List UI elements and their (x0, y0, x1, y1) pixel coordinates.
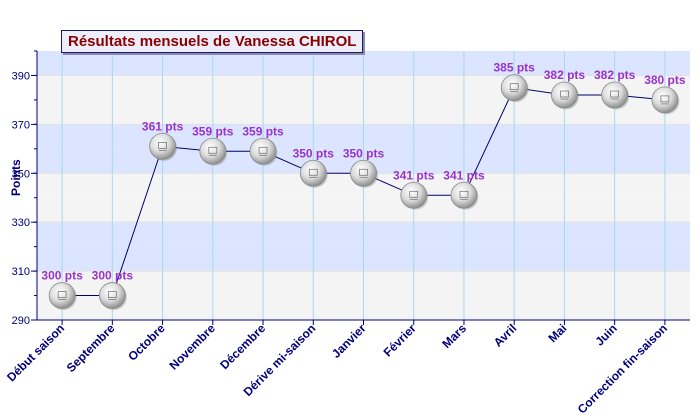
data-label: 350 pts (343, 146, 385, 160)
data-labels: 300 pts 300 pts 361 pts 359 pts 359 pts 350 p… (41, 61, 685, 283)
ball-logo (107, 291, 117, 298)
x-tick-label: Mars (439, 321, 469, 351)
y-tick-label: 390 (12, 70, 30, 82)
ping-pong-ball-icon (249, 137, 278, 166)
ball-logo (308, 168, 318, 176)
data-label: 380 pts (644, 73, 686, 87)
data-point (450, 181, 478, 209)
x-tick-label: Décembre (217, 321, 268, 372)
ping-pong-ball-icon (500, 74, 529, 103)
data-label: 341 pts (393, 168, 435, 182)
ball-logo (208, 146, 218, 154)
data-point (48, 282, 76, 309)
x-tick-label: Mai (545, 321, 569, 345)
ball-logo (158, 142, 167, 149)
y-tick-label: 350 (12, 168, 30, 180)
data-label: 382 pts (544, 68, 586, 82)
data-point (199, 137, 227, 165)
ball-logo (258, 146, 268, 154)
data-point (350, 159, 377, 187)
ball-logo (509, 83, 519, 91)
data-label: 341 pts (443, 168, 485, 182)
data-label: 382 pts (594, 68, 636, 82)
ball-logo (560, 90, 569, 98)
chart-title-box: Résultats mensuels de Vanessa CHIROL (61, 30, 364, 53)
data-point (98, 282, 126, 309)
data-point (400, 181, 428, 209)
data-label: 359 pts (192, 124, 234, 138)
x-tick-label: Juin (592, 321, 619, 348)
chart-title: Résultats mensuels de Vanessa CHIROL (68, 33, 357, 50)
y-tick-label: 310 (12, 266, 30, 278)
ping-pong-ball-icon (350, 159, 378, 188)
x-tick-label: Janvier (329, 321, 369, 361)
data-point (149, 132, 176, 160)
ping-pong-ball-icon (48, 282, 77, 311)
x-tick-label: Avril (491, 321, 519, 349)
ping-pong-ball-icon (199, 137, 228, 166)
y-axis-ticks: 290 310 330 350 370 390 (12, 50, 37, 327)
data-point (551, 81, 578, 109)
x-tick-label: Février (381, 321, 419, 359)
data-label: 300 pts (92, 269, 134, 283)
y-tick-label: 290 (12, 315, 30, 327)
ping-pong-ball-icon (551, 81, 579, 110)
data-point (651, 86, 679, 114)
ping-pong-ball-icon (149, 132, 178, 161)
ping-pong-ball-icon (299, 159, 328, 188)
x-tick-label: Correction fin-saison (575, 321, 670, 416)
ping-pong-ball-icon (601, 81, 630, 110)
y-axis-label: Points (9, 159, 23, 196)
data-point (299, 159, 327, 187)
y-tick-label: 330 (12, 217, 30, 229)
y-tick-label: 370 (12, 119, 30, 131)
x-tick-label: Novembre (167, 321, 219, 373)
ball-logo (610, 90, 620, 98)
x-tick-label: Octobre (125, 321, 168, 364)
ping-pong-ball-icon (651, 86, 680, 115)
ping-pong-ball-icon (450, 181, 479, 210)
ball-logo (359, 168, 368, 176)
data-point (249, 137, 277, 165)
data-point (601, 81, 629, 109)
x-tick-label: Début saison (4, 321, 67, 384)
ball-logo (57, 291, 67, 298)
ping-pong-ball-icon (98, 282, 127, 311)
ball-logo (660, 95, 670, 103)
data-label: 385 pts (494, 61, 536, 75)
data-label: 350 pts (293, 146, 335, 160)
ball-logo (409, 190, 419, 198)
data-label: 359 pts (242, 124, 284, 138)
data-point (500, 74, 528, 102)
markers (48, 74, 680, 311)
ping-pong-ball-icon (400, 181, 429, 210)
data-label: 300 pts (41, 269, 83, 283)
ball-logo (459, 190, 469, 198)
x-tick-label: Septembre (64, 321, 118, 375)
data-label: 361 pts (142, 119, 184, 133)
